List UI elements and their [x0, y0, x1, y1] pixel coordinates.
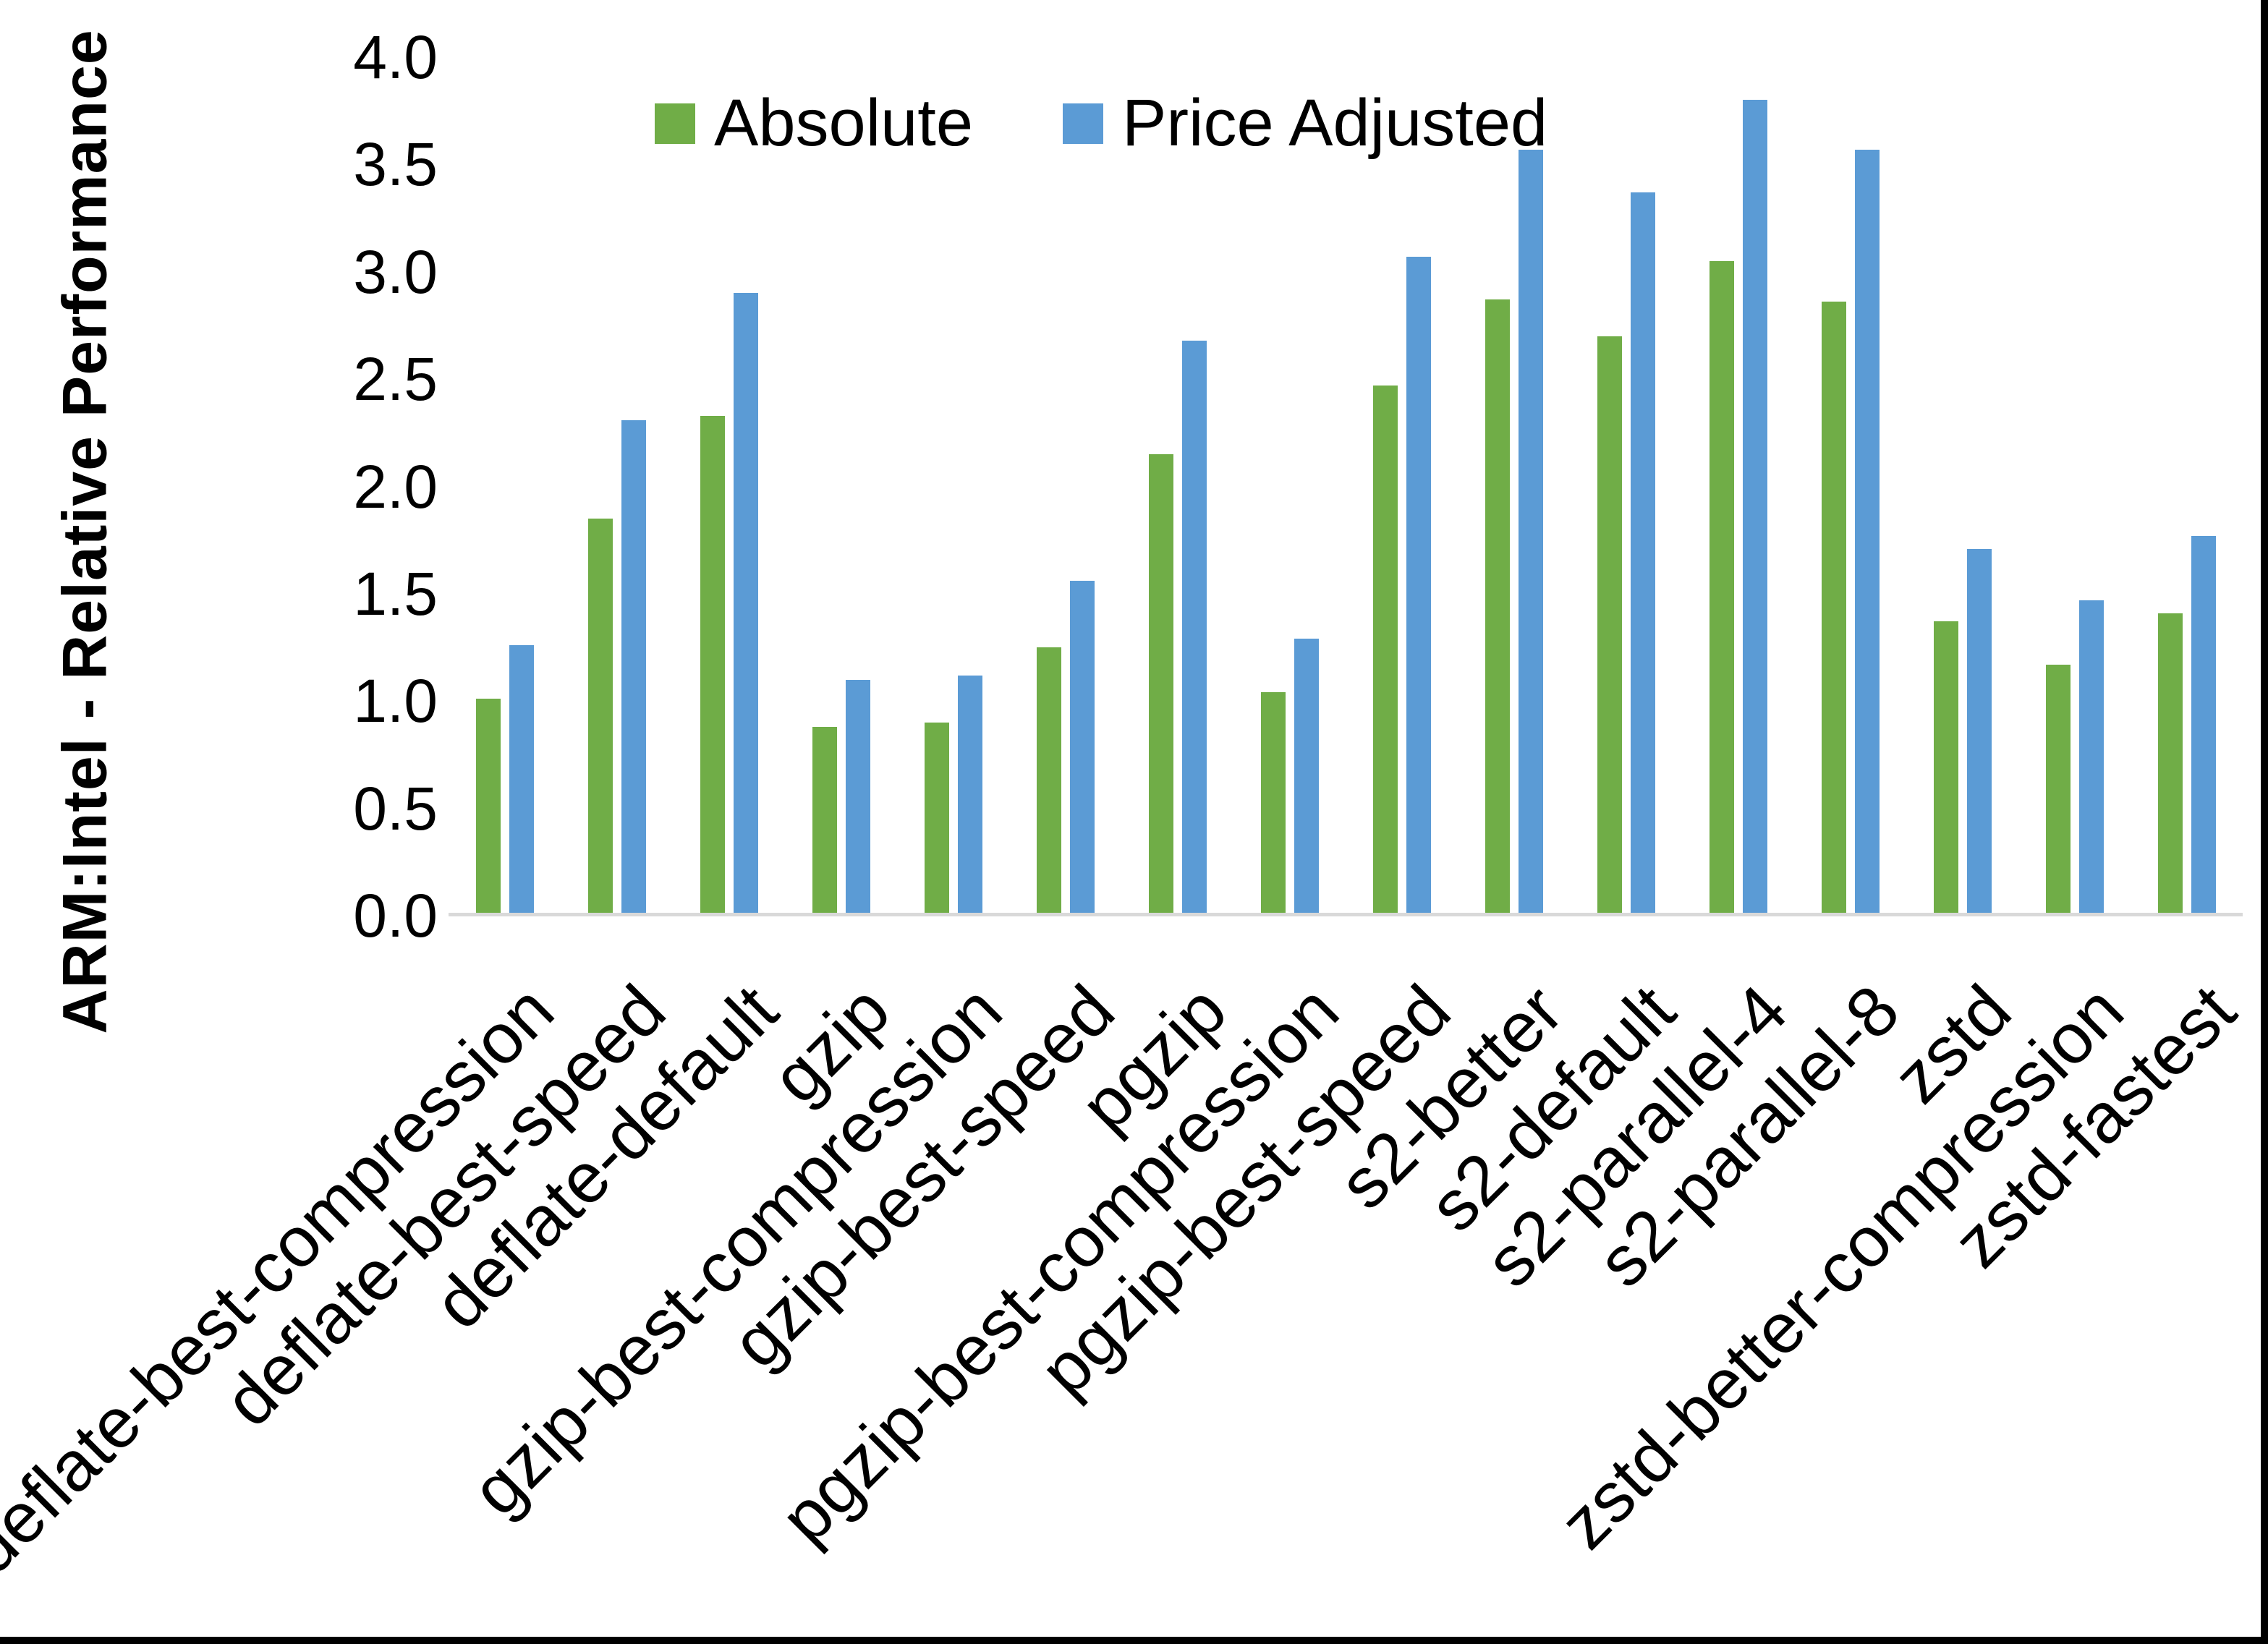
- bar-absolute: [1597, 336, 1622, 916]
- bar-price-adjusted: [1294, 639, 1319, 916]
- x-axis-line: [449, 913, 2243, 916]
- bar-absolute: [1934, 621, 1958, 916]
- bar-price-adjusted: [1631, 192, 1655, 916]
- bar-absolute: [700, 416, 725, 916]
- legend-swatch-price-adjusted-icon: [1063, 103, 1104, 144]
- y-tick-label: 2.0: [353, 452, 438, 521]
- legend-label-price-adjusted: Price Adjusted: [1122, 86, 1548, 160]
- y-tick-label: 1.5: [353, 559, 438, 628]
- y-tick-label: 3.5: [353, 130, 438, 199]
- bar-absolute: [1261, 692, 1286, 916]
- bar-absolute: [588, 519, 613, 916]
- bar-absolute: [1485, 299, 1510, 916]
- bar-price-adjusted: [621, 420, 646, 916]
- bar-absolute: [812, 727, 837, 916]
- bar-price-adjusted: [958, 676, 982, 916]
- legend: Absolute Price Adjusted: [655, 85, 1547, 161]
- bar-price-adjusted: [1519, 150, 1543, 916]
- bar-absolute: [476, 699, 501, 916]
- bar-price-adjusted: [1182, 341, 1207, 916]
- bar-absolute: [925, 723, 949, 916]
- bar-price-adjusted: [2079, 600, 2104, 916]
- bar-price-adjusted: [1743, 100, 1767, 916]
- bar-price-adjusted: [1070, 581, 1095, 916]
- bar-price-adjusted: [1855, 150, 1880, 916]
- y-tick-label: 4.0: [353, 23, 438, 91]
- bar-absolute: [1149, 454, 1173, 916]
- y-tick-label: 0.5: [353, 774, 438, 843]
- bar-absolute: [1037, 647, 1061, 916]
- bar-absolute: [1373, 386, 1398, 916]
- bar-price-adjusted: [846, 680, 870, 916]
- legend-label-absolute: Absolute: [714, 86, 974, 160]
- y-axis-title: ARM:Intel - Relative Performance: [50, 29, 120, 1034]
- y-tick-label: 2.5: [353, 345, 438, 414]
- y-tick-label: 1.0: [353, 667, 438, 736]
- bar-price-adjusted: [1406, 257, 1431, 916]
- bar-absolute: [2046, 665, 2070, 916]
- legend-item-price-adjusted: Price Adjusted: [1063, 85, 1547, 161]
- bar-absolute: [1710, 261, 1734, 916]
- bar-absolute: [2158, 613, 2183, 916]
- plot-area: [449, 0, 2243, 916]
- y-tick-label: 0.0: [353, 882, 438, 950]
- bar-price-adjusted: [734, 293, 758, 916]
- legend-swatch-absolute-icon: [655, 103, 695, 144]
- bar-price-adjusted: [1967, 549, 1992, 916]
- y-tick-label: 3.0: [353, 237, 438, 306]
- bar-absolute: [1822, 302, 1846, 916]
- legend-item-absolute: Absolute: [655, 85, 973, 161]
- bar-price-adjusted: [2191, 536, 2216, 916]
- bar-price-adjusted: [509, 645, 534, 916]
